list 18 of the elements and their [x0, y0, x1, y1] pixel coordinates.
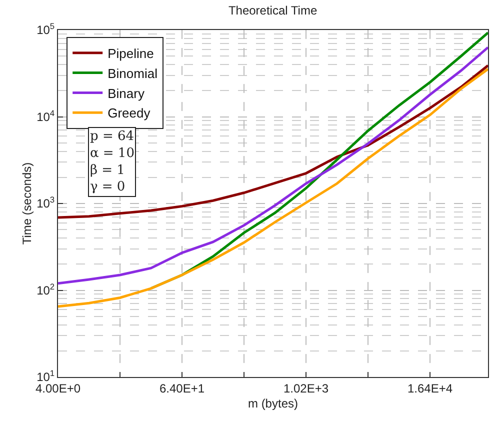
annotation: γ = 0	[90, 180, 126, 195]
legend-label: Binary	[108, 86, 145, 101]
annotation: β = 1	[90, 162, 125, 178]
y-tick-label: 10$^{2}$	[36, 281, 55, 298]
y-tick-label: 10$^{4}$	[36, 108, 55, 124]
annotation: p = 64	[90, 129, 134, 144]
annotation: α = 10	[90, 146, 134, 161]
y-axis-title: Time (seconds)	[20, 162, 34, 245]
x-tick-label: 6.40E+1	[159, 381, 205, 396]
chart-title: Theoretical Time	[228, 4, 318, 18]
y-tick-label: 10$^{5}$	[36, 21, 55, 38]
legend-label: Greedy	[108, 106, 151, 121]
legend-label: Pipeline	[108, 46, 154, 61]
x-tick-label: 1.02E+3	[283, 381, 329, 396]
legend-label: Binomial	[108, 66, 158, 81]
y-tick-label: 10$^{3}$	[36, 194, 55, 211]
x-axis-title: m (bytes)	[248, 396, 298, 410]
x-tick-label: 1.64E+4	[407, 381, 453, 396]
